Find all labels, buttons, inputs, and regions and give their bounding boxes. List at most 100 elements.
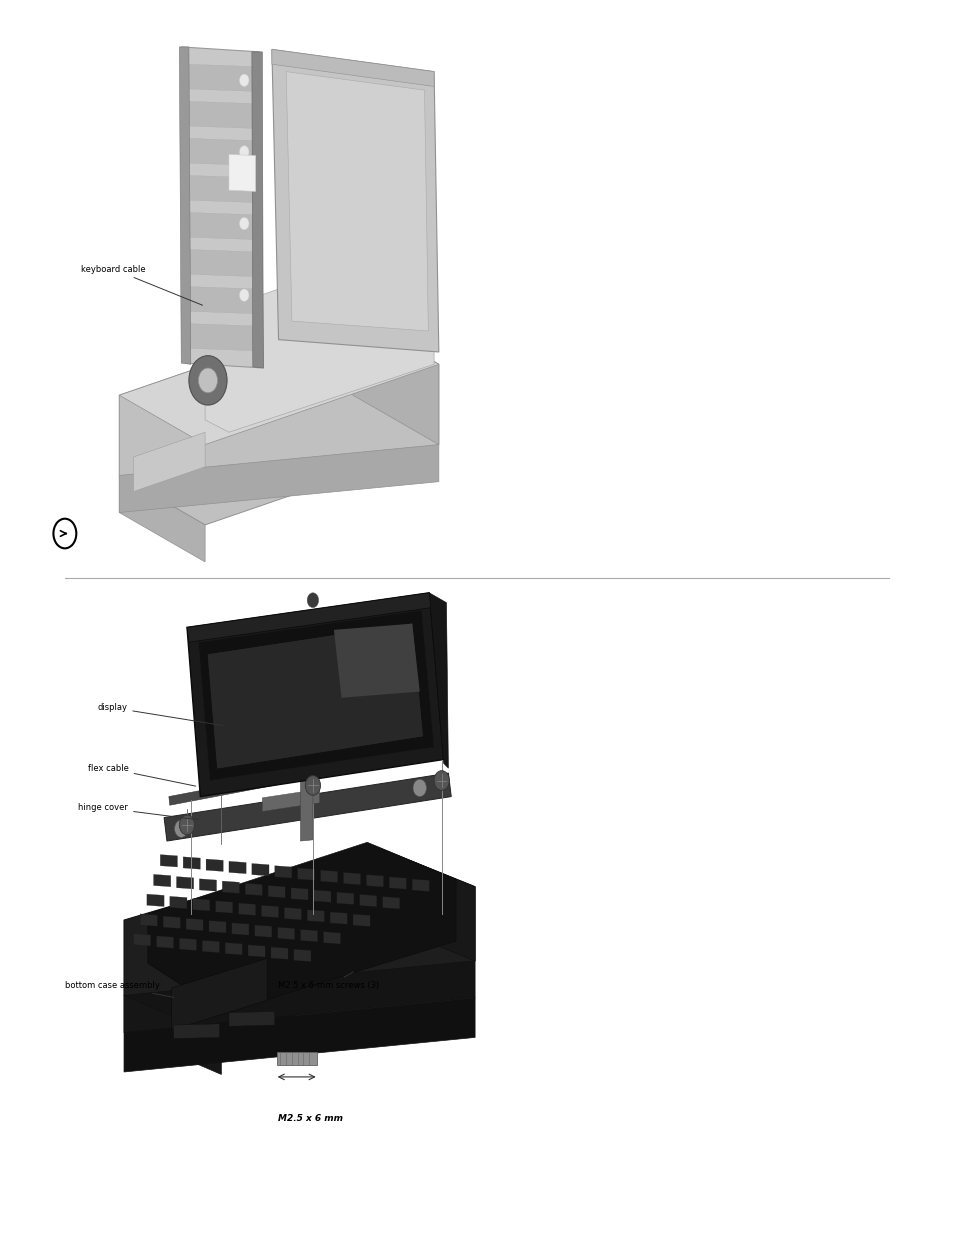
Polygon shape xyxy=(208,624,422,768)
Polygon shape xyxy=(205,259,434,432)
Circle shape xyxy=(189,356,227,405)
Polygon shape xyxy=(206,860,223,872)
Polygon shape xyxy=(170,897,187,909)
Polygon shape xyxy=(187,101,255,128)
Polygon shape xyxy=(300,930,317,942)
Polygon shape xyxy=(330,911,347,924)
Text: flex cable: flex cable xyxy=(88,763,195,787)
Polygon shape xyxy=(359,894,376,906)
Polygon shape xyxy=(202,940,219,952)
Polygon shape xyxy=(124,846,475,1037)
Polygon shape xyxy=(187,593,431,642)
Circle shape xyxy=(179,815,194,835)
Polygon shape xyxy=(199,879,216,892)
Polygon shape xyxy=(179,939,196,951)
Polygon shape xyxy=(248,945,265,957)
Circle shape xyxy=(434,771,449,790)
Circle shape xyxy=(53,519,76,548)
Polygon shape xyxy=(382,897,399,909)
Polygon shape xyxy=(222,881,239,893)
Circle shape xyxy=(239,146,249,158)
Polygon shape xyxy=(124,995,221,1074)
Polygon shape xyxy=(429,593,448,768)
Polygon shape xyxy=(262,789,319,811)
Polygon shape xyxy=(140,914,157,926)
Polygon shape xyxy=(181,47,263,368)
Polygon shape xyxy=(187,138,255,165)
Polygon shape xyxy=(272,49,434,86)
Polygon shape xyxy=(153,874,171,887)
Polygon shape xyxy=(254,925,272,937)
Polygon shape xyxy=(172,958,267,1030)
Circle shape xyxy=(239,74,249,86)
Polygon shape xyxy=(314,890,331,903)
Polygon shape xyxy=(366,874,383,887)
Text: hinge cover: hinge cover xyxy=(78,803,197,820)
Polygon shape xyxy=(320,871,337,883)
Polygon shape xyxy=(187,212,255,240)
Circle shape xyxy=(198,368,217,393)
Polygon shape xyxy=(297,868,314,881)
Polygon shape xyxy=(164,773,451,841)
Polygon shape xyxy=(119,315,438,445)
Polygon shape xyxy=(374,846,475,961)
Polygon shape xyxy=(286,72,428,331)
Polygon shape xyxy=(238,903,255,915)
Polygon shape xyxy=(225,942,242,955)
Polygon shape xyxy=(119,475,205,562)
Polygon shape xyxy=(268,885,285,898)
Polygon shape xyxy=(209,920,226,932)
Polygon shape xyxy=(124,998,475,1072)
Polygon shape xyxy=(215,900,233,913)
Polygon shape xyxy=(271,947,288,960)
Polygon shape xyxy=(173,1024,219,1039)
Polygon shape xyxy=(284,908,301,920)
Polygon shape xyxy=(160,855,177,867)
Polygon shape xyxy=(276,1052,316,1065)
Polygon shape xyxy=(229,1011,274,1026)
Polygon shape xyxy=(186,919,203,931)
Polygon shape xyxy=(272,49,438,352)
Circle shape xyxy=(305,776,320,795)
Polygon shape xyxy=(300,771,313,841)
Polygon shape xyxy=(252,52,263,368)
Polygon shape xyxy=(163,916,180,929)
Text: display: display xyxy=(97,703,224,726)
Polygon shape xyxy=(133,432,205,492)
Polygon shape xyxy=(183,857,200,869)
Polygon shape xyxy=(148,842,456,1013)
Polygon shape xyxy=(187,324,255,351)
Polygon shape xyxy=(198,610,434,781)
Polygon shape xyxy=(156,936,173,948)
Polygon shape xyxy=(229,154,255,191)
Polygon shape xyxy=(307,910,324,923)
Polygon shape xyxy=(147,894,164,906)
Text: M2.5 x 6-mm screws (3): M2.5 x 6-mm screws (3) xyxy=(277,972,378,990)
Polygon shape xyxy=(336,892,354,904)
Polygon shape xyxy=(277,927,294,940)
Polygon shape xyxy=(389,877,406,889)
Polygon shape xyxy=(187,175,255,203)
Polygon shape xyxy=(187,249,255,277)
Polygon shape xyxy=(187,287,255,314)
Text: M2.5 x 6 mm: M2.5 x 6 mm xyxy=(277,1114,342,1123)
Circle shape xyxy=(413,779,426,797)
Polygon shape xyxy=(353,315,438,445)
Polygon shape xyxy=(187,64,255,91)
Polygon shape xyxy=(187,593,443,797)
Text: bottom case assembly: bottom case assembly xyxy=(65,981,173,998)
Polygon shape xyxy=(412,879,429,892)
Polygon shape xyxy=(261,905,278,918)
Circle shape xyxy=(174,820,188,837)
Polygon shape xyxy=(176,877,193,889)
Text: keyboard cable: keyboard cable xyxy=(81,264,202,305)
Polygon shape xyxy=(133,934,151,946)
Polygon shape xyxy=(119,315,438,525)
Polygon shape xyxy=(232,923,249,935)
Polygon shape xyxy=(274,866,292,878)
Polygon shape xyxy=(353,914,370,926)
Polygon shape xyxy=(334,624,419,698)
Circle shape xyxy=(239,217,249,230)
Polygon shape xyxy=(191,364,224,383)
Circle shape xyxy=(307,593,318,608)
